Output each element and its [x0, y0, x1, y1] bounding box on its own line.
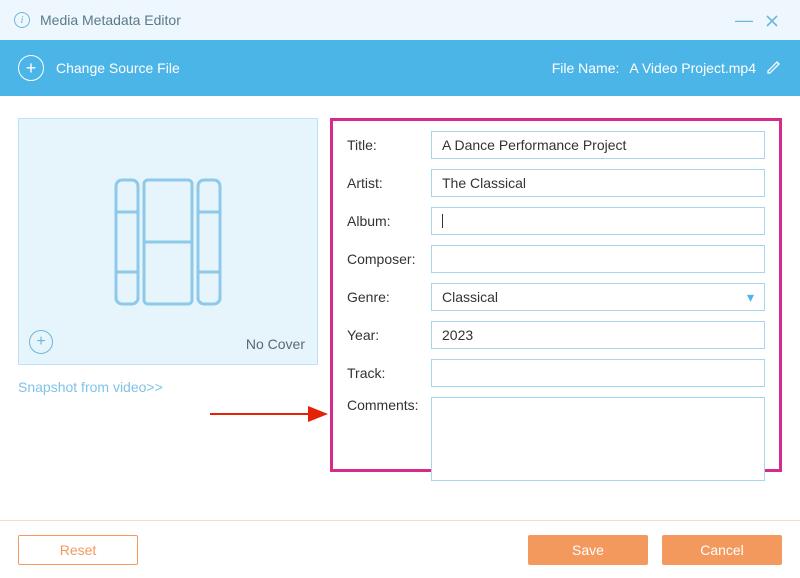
change-source-button[interactable]: Change Source File: [56, 60, 180, 76]
info-icon: i: [14, 12, 30, 28]
plus-icon: +: [18, 55, 44, 81]
genre-value: Classical: [442, 289, 498, 305]
metadata-form-highlight: Title: Artist: Album: Composer: Genre: C…: [330, 118, 782, 472]
film-icon: [108, 172, 228, 312]
composer-label: Composer:: [347, 251, 431, 267]
composer-input[interactable]: [431, 245, 765, 273]
snapshot-from-video-link[interactable]: Snapshot from video>>: [18, 379, 320, 395]
toolbar: + Change Source File File Name: A Video …: [0, 40, 800, 96]
year-label: Year:: [347, 327, 431, 343]
comments-label: Comments:: [347, 397, 431, 413]
cover-column: + No Cover Snapshot from video>>: [18, 118, 320, 522]
title-label: Title:: [347, 137, 431, 153]
track-input[interactable]: [431, 359, 765, 387]
genre-label: Genre:: [347, 289, 431, 305]
file-name-value: A Video Project.mp4: [629, 60, 756, 76]
cover-preview: + No Cover: [18, 118, 318, 365]
album-input[interactable]: [431, 207, 765, 235]
pencil-icon[interactable]: [766, 59, 782, 78]
cancel-button[interactable]: Cancel: [662, 535, 782, 565]
title-bar: i Media Metadata Editor —: [0, 0, 800, 40]
artist-input[interactable]: [431, 169, 765, 197]
genre-select[interactable]: Classical ▾: [431, 283, 765, 311]
no-cover-label: No Cover: [246, 336, 305, 352]
track-label: Track:: [347, 365, 431, 381]
file-name-label: File Name:: [552, 60, 620, 76]
footer: Reset Save Cancel: [0, 520, 800, 578]
comments-input[interactable]: [431, 397, 765, 481]
artist-label: Artist:: [347, 175, 431, 191]
chevron-down-icon: ▾: [747, 289, 754, 306]
add-cover-button[interactable]: +: [29, 330, 53, 354]
year-input[interactable]: [431, 321, 765, 349]
close-button[interactable]: [758, 10, 786, 31]
window-title: Media Metadata Editor: [40, 12, 181, 28]
form-column: Title: Artist: Album: Composer: Genre: C…: [330, 118, 782, 522]
minimize-button[interactable]: —: [730, 10, 758, 31]
reset-button[interactable]: Reset: [18, 535, 138, 565]
save-button[interactable]: Save: [528, 535, 648, 565]
main-content: + No Cover Snapshot from video>> Title: …: [0, 96, 800, 522]
title-input[interactable]: [431, 131, 765, 159]
album-label: Album:: [347, 213, 431, 229]
